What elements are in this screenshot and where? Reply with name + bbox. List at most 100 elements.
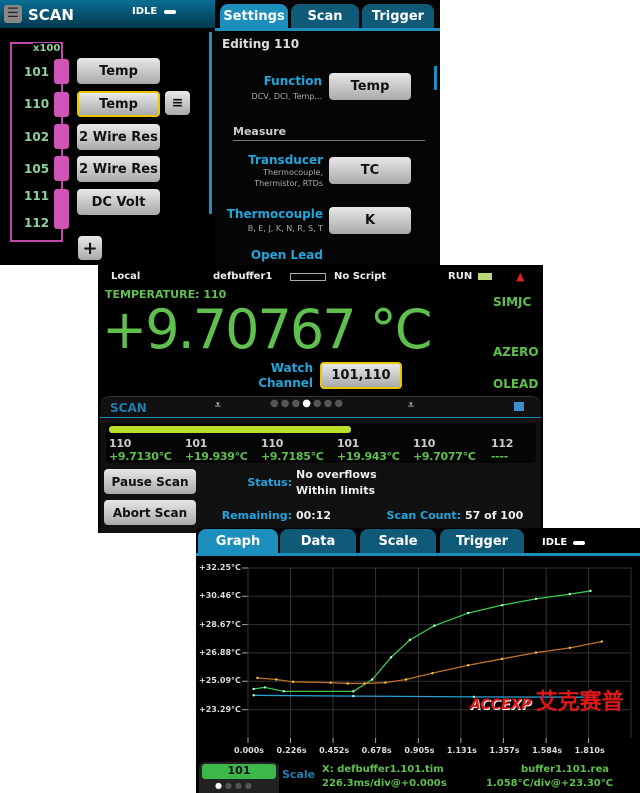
idle-indicator-icon	[164, 10, 176, 14]
menu-icon[interactable]: ☰	[4, 5, 22, 23]
script-name[interactable]: No Script	[334, 271, 387, 282]
indicator-azero: AZERO	[493, 345, 539, 359]
x-tick-label: 0.678s	[361, 746, 392, 755]
data-point	[431, 671, 434, 675]
tab-underline	[196, 553, 640, 556]
reading-value: +9.7185°C	[261, 450, 324, 463]
data-point	[352, 694, 355, 698]
reading-channel: 101	[337, 437, 360, 450]
data-point	[371, 678, 374, 681]
page-dots[interactable]: ●●●●	[215, 781, 255, 790]
channel-handle[interactable]	[54, 156, 69, 181]
channel-selector[interactable]: 101 ●●●●	[199, 762, 279, 793]
buffer-name[interactable]: defbuffer1	[213, 271, 273, 282]
data-point	[384, 681, 387, 684]
collapse-icon[interactable]: ⩡	[215, 400, 221, 411]
collapse-icon[interactable]: ⩡	[408, 400, 414, 411]
y-tick-label: +28.67°C	[199, 619, 241, 629]
divider	[100, 417, 541, 418]
data-point	[500, 603, 504, 607]
divider	[233, 140, 425, 141]
settings-screen: Settings Scan Trigger Editing 110 Functi…	[215, 0, 440, 265]
channel-function-button[interactable]: 2 Wire Res	[77, 124, 160, 150]
progress-track: 110 +9.7130°C 101 +19.939°C 110 +9.7185°C 1…	[106, 423, 536, 463]
run-status[interactable]: RUN	[448, 271, 473, 282]
reading-channel: 110	[261, 437, 284, 450]
tab-settings[interactable]: Settings	[220, 4, 288, 28]
transducer-hint: Thermocouple,	[263, 168, 323, 177]
page-dots[interactable]: ●●●●●●●	[270, 398, 346, 409]
buffer-fill-indicator	[290, 273, 326, 281]
function-button[interactable]: Temp	[329, 73, 411, 100]
reading-value: +9.7077°C	[413, 450, 476, 463]
channel-label: 101	[24, 65, 50, 79]
pause-scan-button[interactable]: Pause Scan	[104, 469, 196, 494]
data-point	[389, 656, 393, 659]
warning-icon[interactable]: ▲	[516, 270, 525, 283]
data-point	[404, 678, 408, 681]
tab-graph[interactable]: Graph	[198, 529, 278, 553]
channel-menu-icon[interactable]: ≡	[165, 91, 190, 115]
reading-value: +19.939°C	[185, 450, 248, 463]
channel-handle[interactable]	[54, 92, 69, 117]
scan-title: SCAN	[28, 6, 74, 24]
indicator-olead: OLEAD	[493, 377, 539, 391]
run-flag-icon	[478, 273, 492, 280]
data-point	[593, 696, 596, 699]
scrollbar[interactable]	[209, 32, 212, 214]
scan-header: ☰ SCAN IDLE	[0, 0, 215, 28]
tab-data[interactable]: Data	[280, 529, 356, 553]
channel-function-button[interactable]: 2 Wire Res	[77, 156, 160, 182]
tab-trigger[interactable]: Trigger	[362, 4, 434, 28]
reading-channel: 110	[109, 437, 132, 450]
tab-scale[interactable]: Scale	[360, 529, 436, 553]
abort-scan-button[interactable]: Abort Scan	[104, 500, 196, 525]
y-axis-info: buffer1.101.rea	[521, 764, 609, 775]
swipe-title[interactable]: SCAN	[110, 401, 147, 415]
data-point	[534, 597, 538, 601]
x-tick-label: 1.131s	[446, 746, 477, 755]
home-screen: Local defbuffer1 No Script RUN ▲ TEMPERA…	[98, 265, 543, 533]
thermocouple-button[interactable]: K	[329, 207, 411, 234]
reading-channel: 110	[413, 437, 436, 450]
x-tick-label: 0.905s	[404, 746, 435, 755]
x-axis-info: X: defbuffer1.101.tim	[322, 764, 444, 775]
channel-label: 102	[24, 130, 50, 144]
channel-function-button[interactable]: Temp	[77, 58, 160, 84]
scale-label: Scale	[282, 768, 316, 781]
graph-plot[interactable]	[196, 528, 640, 768]
data-point	[346, 682, 349, 685]
swipe-panel: SCAN ⩡ ●●●●●●● ⩡ 110 +9.7130°C 101 +19.939…	[100, 396, 541, 533]
watch-channel-button[interactable]: 101,110	[320, 362, 402, 389]
channel-function-button[interactable]: DC Volt	[77, 189, 160, 215]
channel-function-button[interactable]: Temp	[77, 91, 160, 117]
data-point	[363, 682, 366, 685]
reading-value: +19.943°C	[337, 450, 400, 463]
x-tick-label: 0.226s	[276, 746, 307, 755]
data-point	[252, 694, 255, 697]
remaining-label: Remaining:	[221, 509, 292, 522]
tab-trigger[interactable]: Trigger	[440, 529, 524, 553]
transducer-button[interactable]: TC	[329, 157, 411, 184]
data-point	[433, 624, 436, 627]
y-tick-label: +30.46°C	[199, 591, 241, 601]
transducer-label: Transducer	[248, 153, 323, 167]
status-line: Within limits	[296, 484, 376, 497]
scan-count-value: 57 of 100	[465, 509, 524, 522]
channel-handle[interactable]	[54, 189, 69, 229]
transducer-hint: Thermistor, RTDs	[254, 179, 323, 188]
idle-status: IDLE	[132, 6, 158, 17]
channel-handle[interactable]	[54, 59, 69, 84]
mode-indicator[interactable]: Local	[111, 271, 141, 282]
data-point	[589, 589, 592, 593]
data-point	[252, 687, 255, 691]
scrollbar[interactable]	[434, 66, 437, 90]
add-channel-icon[interactable]: +	[78, 236, 102, 260]
tab-scan[interactable]: Scan	[291, 4, 359, 28]
reading-item: 110 +9.7185°C	[261, 437, 324, 463]
reading-item: 101 +19.939°C	[185, 437, 248, 463]
channel-handle[interactable]	[54, 124, 69, 149]
remaining-value: 00:12	[296, 509, 332, 522]
reading-channel: 112	[491, 437, 514, 450]
graph-icon[interactable]	[514, 402, 524, 411]
